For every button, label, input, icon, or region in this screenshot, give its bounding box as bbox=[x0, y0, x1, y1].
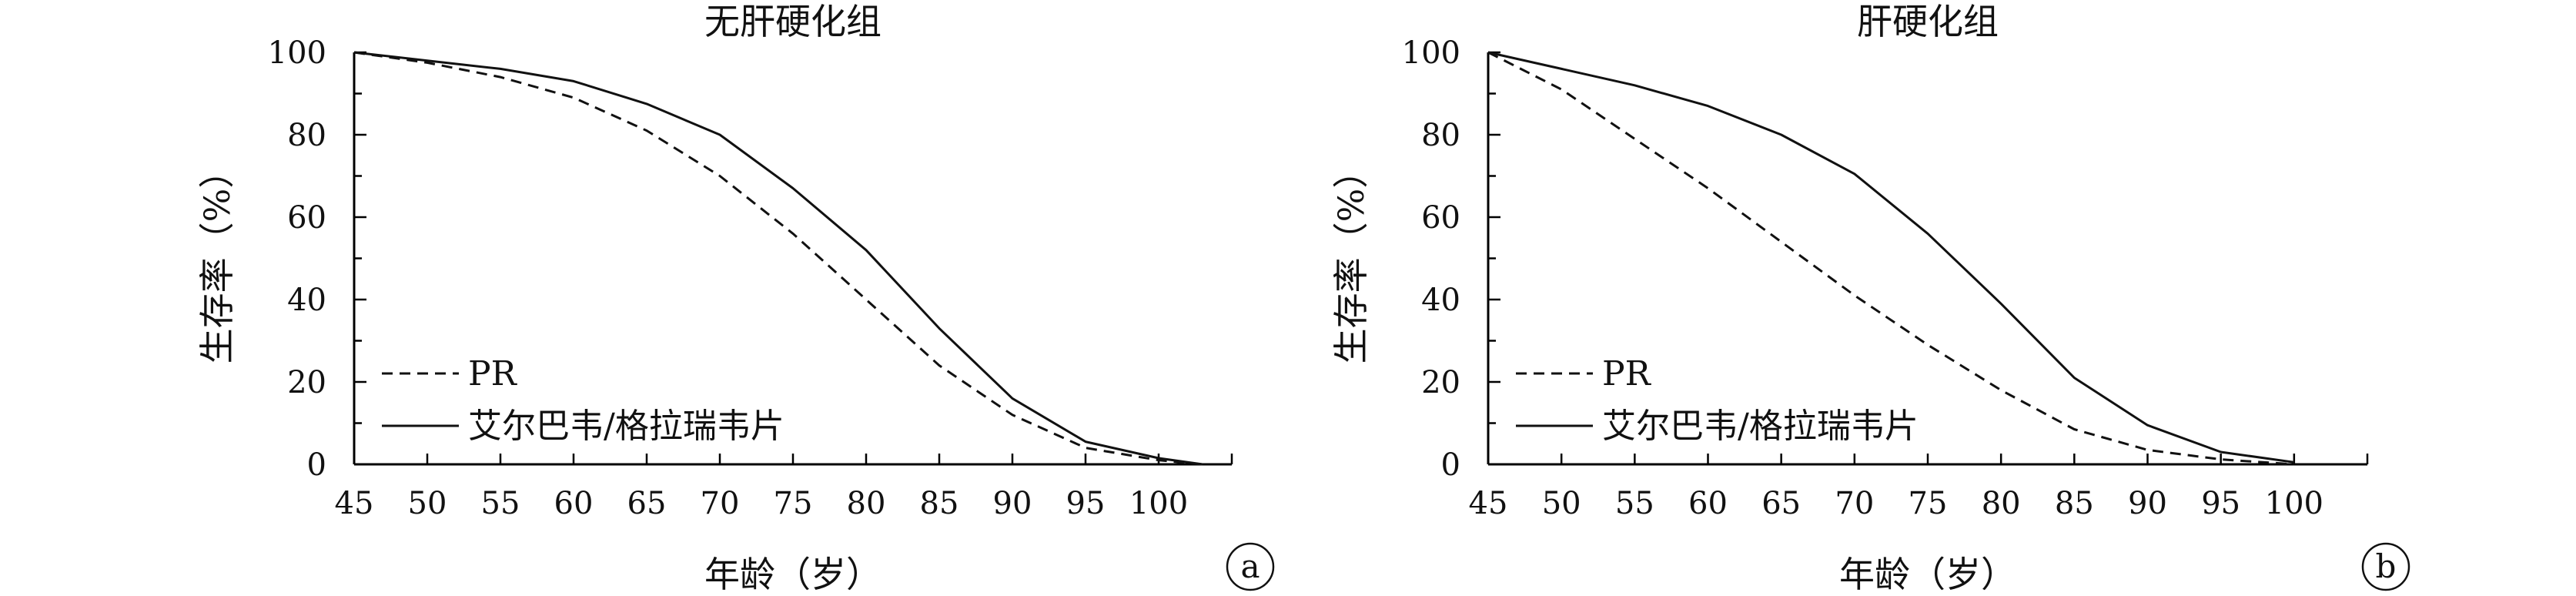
panel-label-circle bbox=[2361, 542, 2410, 591]
legend-label: 艾尔巴韦/格拉瑞韦片 bbox=[1602, 407, 1919, 446]
y-tick-label: 100 bbox=[1402, 35, 1460, 71]
y-tick-label: 40 bbox=[1421, 283, 1460, 318]
legend-label: 艾尔巴韦/格拉瑞韦片 bbox=[468, 407, 785, 446]
x-tick-label: 70 bbox=[1835, 486, 1874, 521]
chart-panel-a: 无肝硬化组 0 20 40 60 80 100 45 50 55 60 65 70 75 80 85 90 95 1… bbox=[196, 1, 1275, 595]
x-tick-label: 60 bbox=[554, 486, 594, 521]
y-axis-label: 生存率（%） bbox=[196, 153, 238, 364]
series-line-pr bbox=[353, 51, 1203, 466]
x-tick-label: 45 bbox=[335, 486, 374, 521]
chart-title: 肝硬化组 bbox=[1857, 1, 1999, 42]
legend-label: PR bbox=[1602, 354, 1652, 393]
x-tick-label: 50 bbox=[1542, 486, 1581, 521]
x-tick-label: 100 bbox=[2265, 486, 2323, 521]
x-tick-label: 95 bbox=[2201, 486, 2240, 521]
series-line-ebr-gzr bbox=[1487, 51, 2295, 464]
y-tick-label: 0 bbox=[1441, 447, 1460, 483]
x-tick-label: 90 bbox=[2128, 486, 2167, 521]
x-tick-label: 50 bbox=[408, 486, 447, 521]
x-tick-label: 70 bbox=[701, 486, 740, 521]
x-tick-label: 80 bbox=[847, 486, 886, 521]
x-tick-label: 85 bbox=[920, 486, 959, 521]
x-tick-label: 85 bbox=[2055, 486, 2094, 521]
x-tick-label: 95 bbox=[1066, 486, 1106, 521]
x-tick-label: 60 bbox=[1688, 486, 1728, 521]
x-tick-label: 75 bbox=[1909, 486, 1948, 521]
chart-title: 无肝硬化组 bbox=[704, 1, 882, 42]
x-axis-label: 年龄（岁） bbox=[1839, 554, 2016, 595]
legend-label: PR bbox=[468, 354, 518, 393]
x-tick-label: 65 bbox=[627, 486, 667, 521]
chart-panel-b: 肝硬化组 0 20 40 60 80 100 45 50 55 60 65 70 75 80 85 90 95 10… bbox=[1330, 1, 2410, 595]
x-tick-label: 100 bbox=[1129, 486, 1188, 521]
y-tick-label: 20 bbox=[1421, 365, 1460, 400]
series-line-pr bbox=[1487, 51, 2294, 466]
y-tick-label: 40 bbox=[287, 283, 326, 318]
y-tick-label: 60 bbox=[1421, 200, 1460, 236]
x-tick-label: 55 bbox=[481, 486, 520, 521]
x-tick-label: 80 bbox=[1982, 486, 2021, 521]
x-tick-label: 45 bbox=[1469, 486, 1508, 521]
panel-label-circle bbox=[1226, 542, 1275, 591]
y-tick-label: 100 bbox=[268, 35, 326, 71]
y-tick-label: 0 bbox=[307, 447, 326, 483]
panel-label: b bbox=[2376, 547, 2397, 585]
panel-label: a bbox=[1240, 547, 1260, 585]
y-tick-label: 60 bbox=[287, 200, 326, 236]
x-tick-label: 75 bbox=[774, 486, 813, 521]
series-line-ebr-gzr bbox=[353, 51, 1203, 466]
x-tick-label: 65 bbox=[1761, 486, 1801, 521]
y-tick-label: 80 bbox=[287, 118, 326, 153]
y-tick-label: 80 bbox=[1421, 118, 1460, 153]
y-axis-label: 生存率（%） bbox=[1330, 153, 1372, 364]
y-tick-label: 20 bbox=[287, 365, 326, 400]
x-tick-label: 90 bbox=[993, 486, 1032, 521]
x-axis-label: 年龄（岁） bbox=[704, 554, 882, 595]
x-tick-label: 55 bbox=[1615, 486, 1654, 521]
